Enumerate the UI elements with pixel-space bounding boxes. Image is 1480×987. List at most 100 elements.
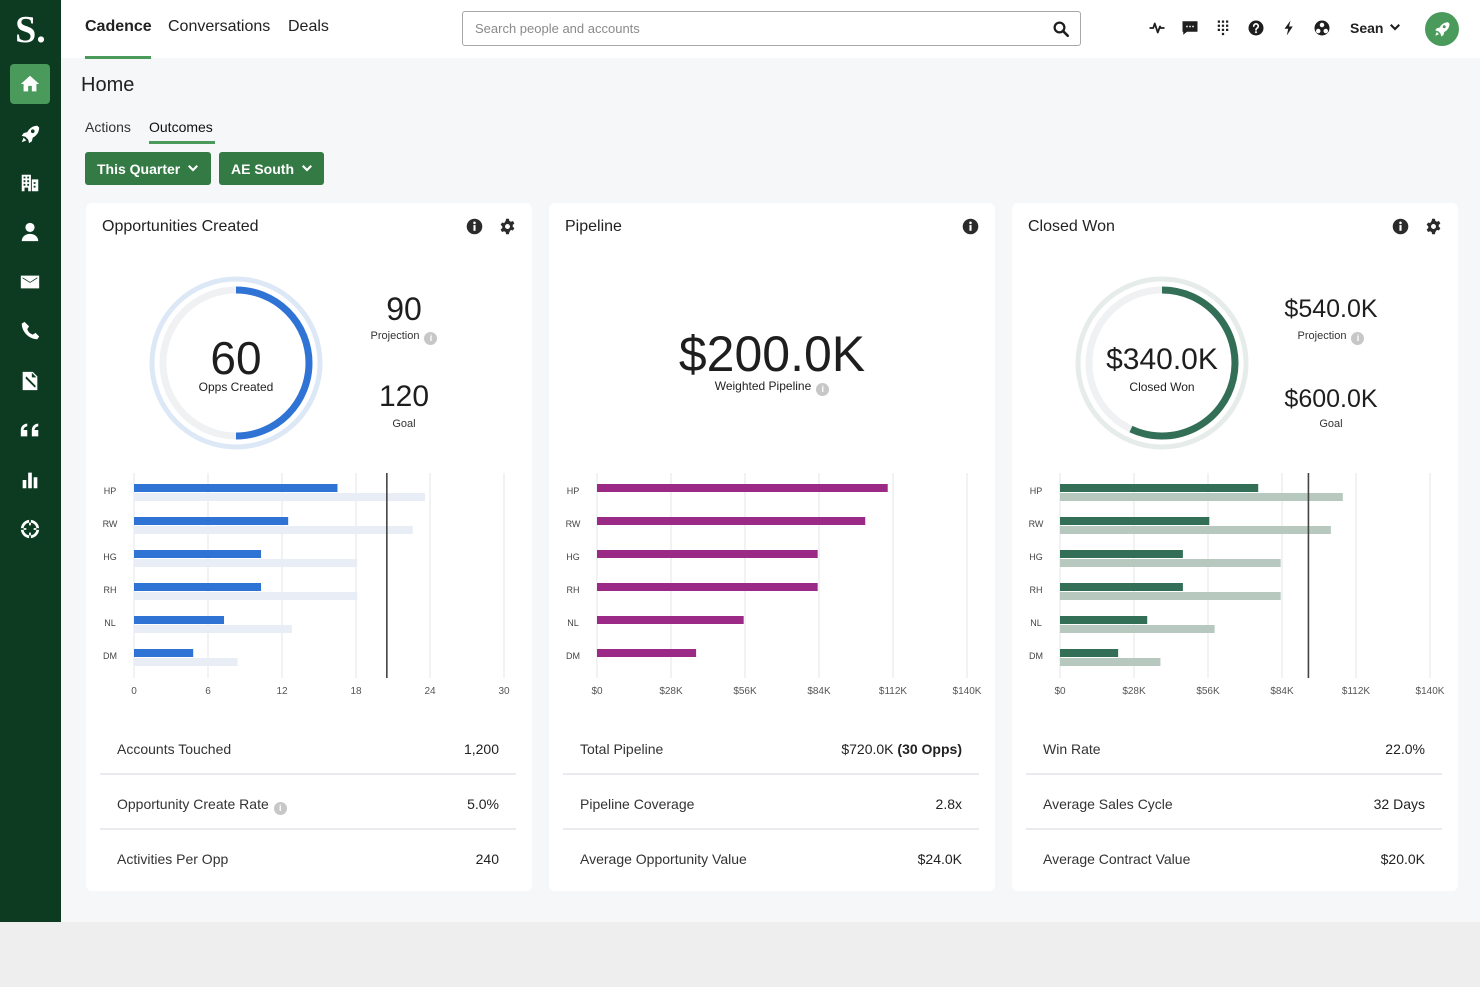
projection-label: Projection i [344, 330, 464, 345]
chevron-down-icon[interactable] [1390, 24, 1400, 32]
chat-icon[interactable] [1181, 19, 1199, 37]
x-tick-label: 18 [350, 686, 362, 697]
search-input[interactable] [475, 12, 1035, 45]
metric-row: Accounts Touched 1,200 [100, 720, 516, 775]
opps-donut-chart [149, 276, 323, 450]
topnav-deals[interactable]: Deals [288, 18, 329, 35]
help-icon[interactable]: i [1351, 332, 1365, 345]
x-tick-label: $0 [1054, 686, 1066, 697]
y-category-label: DM [103, 651, 117, 661]
tab-outcomes[interactable]: Outcomes [149, 119, 213, 135]
bar-secondary [1060, 625, 1215, 633]
opps-by-rep-bar-chart: 0 6 12 18 24 30 HP RW HG RH NL DM [103, 473, 510, 697]
bar-primary [597, 583, 818, 591]
metric-label: Opportunity Create Rate i [117, 796, 287, 815]
goal-value: $600.0K [1284, 385, 1378, 413]
activity-icon[interactable] [1148, 19, 1166, 37]
tab-actions[interactable]: Actions [85, 119, 131, 135]
x-tick-label: $0 [591, 686, 603, 697]
x-tick-label: $112K [879, 686, 908, 697]
bar-primary [134, 583, 262, 591]
bar-primary [597, 484, 888, 492]
x-tick-label: $84K [1270, 686, 1294, 697]
main-area: Cadence Conversations Deals Sean [61, 0, 1480, 922]
y-category-label: HG [103, 552, 117, 562]
sidebar-item-analytics[interactable] [10, 460, 50, 500]
y-category-label: RW [1029, 519, 1044, 529]
opportunities-created-card: Opportunities Created 60 Opps Created 90… [86, 203, 532, 891]
page-bottom-area [0, 922, 1480, 987]
phone-icon [21, 321, 40, 340]
lightning-icon[interactable] [1280, 19, 1298, 37]
metric-row: Average Sales Cycle 32 Days [1026, 775, 1442, 830]
sidebar-item-cadence[interactable] [10, 114, 50, 154]
bar-primary [597, 517, 866, 525]
gear-icon[interactable] [499, 218, 516, 235]
bar-primary [597, 649, 697, 657]
search-box [462, 11, 1081, 46]
x-tick-label: 0 [131, 686, 137, 697]
help-icon[interactable] [1247, 19, 1265, 37]
info-icon[interactable] [1392, 218, 1409, 235]
y-category-label: NL [104, 618, 116, 628]
app-logo[interactable]: S. [15, 9, 46, 51]
integrations-icon[interactable] [1313, 19, 1331, 37]
bar-primary [134, 616, 225, 624]
sidebar-item-accounts[interactable] [10, 163, 50, 203]
rocket-icon [1435, 22, 1450, 37]
topnav-conversations[interactable]: Conversations [168, 18, 271, 35]
metric-label: Average Opportunity Value [580, 851, 747, 867]
metrics-list: Total Pipeline $720.0K (30 Opps) Pipelin… [563, 720, 979, 885]
search-icon[interactable] [1052, 20, 1070, 38]
bar-secondary [1060, 559, 1281, 567]
topnav-active-indicator [85, 56, 151, 59]
bar-primary [597, 550, 818, 558]
sidebar-item-documents[interactable] [10, 361, 50, 401]
page-title: Home [81, 74, 135, 96]
bar-primary [134, 517, 289, 525]
bar-primary [597, 616, 744, 624]
info-icon[interactable] [466, 218, 483, 235]
weighted-pipeline-label: Weighted Pipeline i [549, 379, 995, 396]
help-icon[interactable]: i [273, 802, 287, 815]
help-icon[interactable]: i [424, 332, 438, 345]
y-category-label: NL [567, 618, 579, 628]
person-icon [21, 222, 39, 242]
opps-created-value: 60 [210, 332, 262, 384]
metric-label: Activities Per Opp [117, 851, 229, 867]
apps-grid-icon[interactable] [1214, 19, 1232, 37]
card-title: Closed Won [1028, 218, 1115, 235]
bar-secondary [134, 625, 292, 633]
help-icon[interactable]: i [816, 383, 830, 396]
crosshair-icon [20, 519, 40, 539]
info-icon[interactable] [962, 218, 979, 235]
sidebar-item-home[interactable] [10, 64, 50, 104]
metric-row: Pipeline Coverage 2.8x [563, 775, 979, 830]
sidebar-item-calls[interactable] [10, 311, 50, 351]
bar-primary [134, 649, 194, 657]
x-tick-label: 24 [424, 686, 436, 697]
closed-won-by-rep-bar-chart: $0 $28K $56K $84K $112K $140K HP RW HG RH NL DM [1029, 473, 1445, 697]
x-tick-label: $84K [807, 686, 831, 697]
user-menu[interactable]: Sean [1350, 20, 1384, 36]
sidebar-item-targets[interactable] [10, 509, 50, 549]
y-category-label: NL [1030, 618, 1042, 628]
launch-button[interactable] [1425, 12, 1459, 46]
time-period-filter[interactable]: This Quarter [85, 152, 211, 185]
sidebar-item-email[interactable] [10, 262, 50, 302]
gear-icon[interactable] [1425, 218, 1442, 235]
chevron-down-icon [188, 164, 199, 171]
sidebar-item-quotes[interactable] [10, 410, 50, 450]
topnav-cadence[interactable]: Cadence [85, 18, 152, 35]
bar-primary [1060, 616, 1148, 624]
x-tick-label: $56K [1196, 686, 1220, 697]
sidebar-item-people[interactable] [10, 212, 50, 252]
y-category-label: RW [103, 519, 118, 529]
projection-value: $540.0K [1284, 295, 1378, 323]
bar-secondary [134, 658, 238, 666]
top-bar: Cadence Conversations Deals Sean [61, 0, 1480, 59]
team-filter[interactable]: AE South [219, 152, 324, 185]
metric-value: 22.0% [1385, 741, 1425, 757]
metric-label: Accounts Touched [117, 741, 232, 757]
sidebar: S. [0, 0, 61, 922]
